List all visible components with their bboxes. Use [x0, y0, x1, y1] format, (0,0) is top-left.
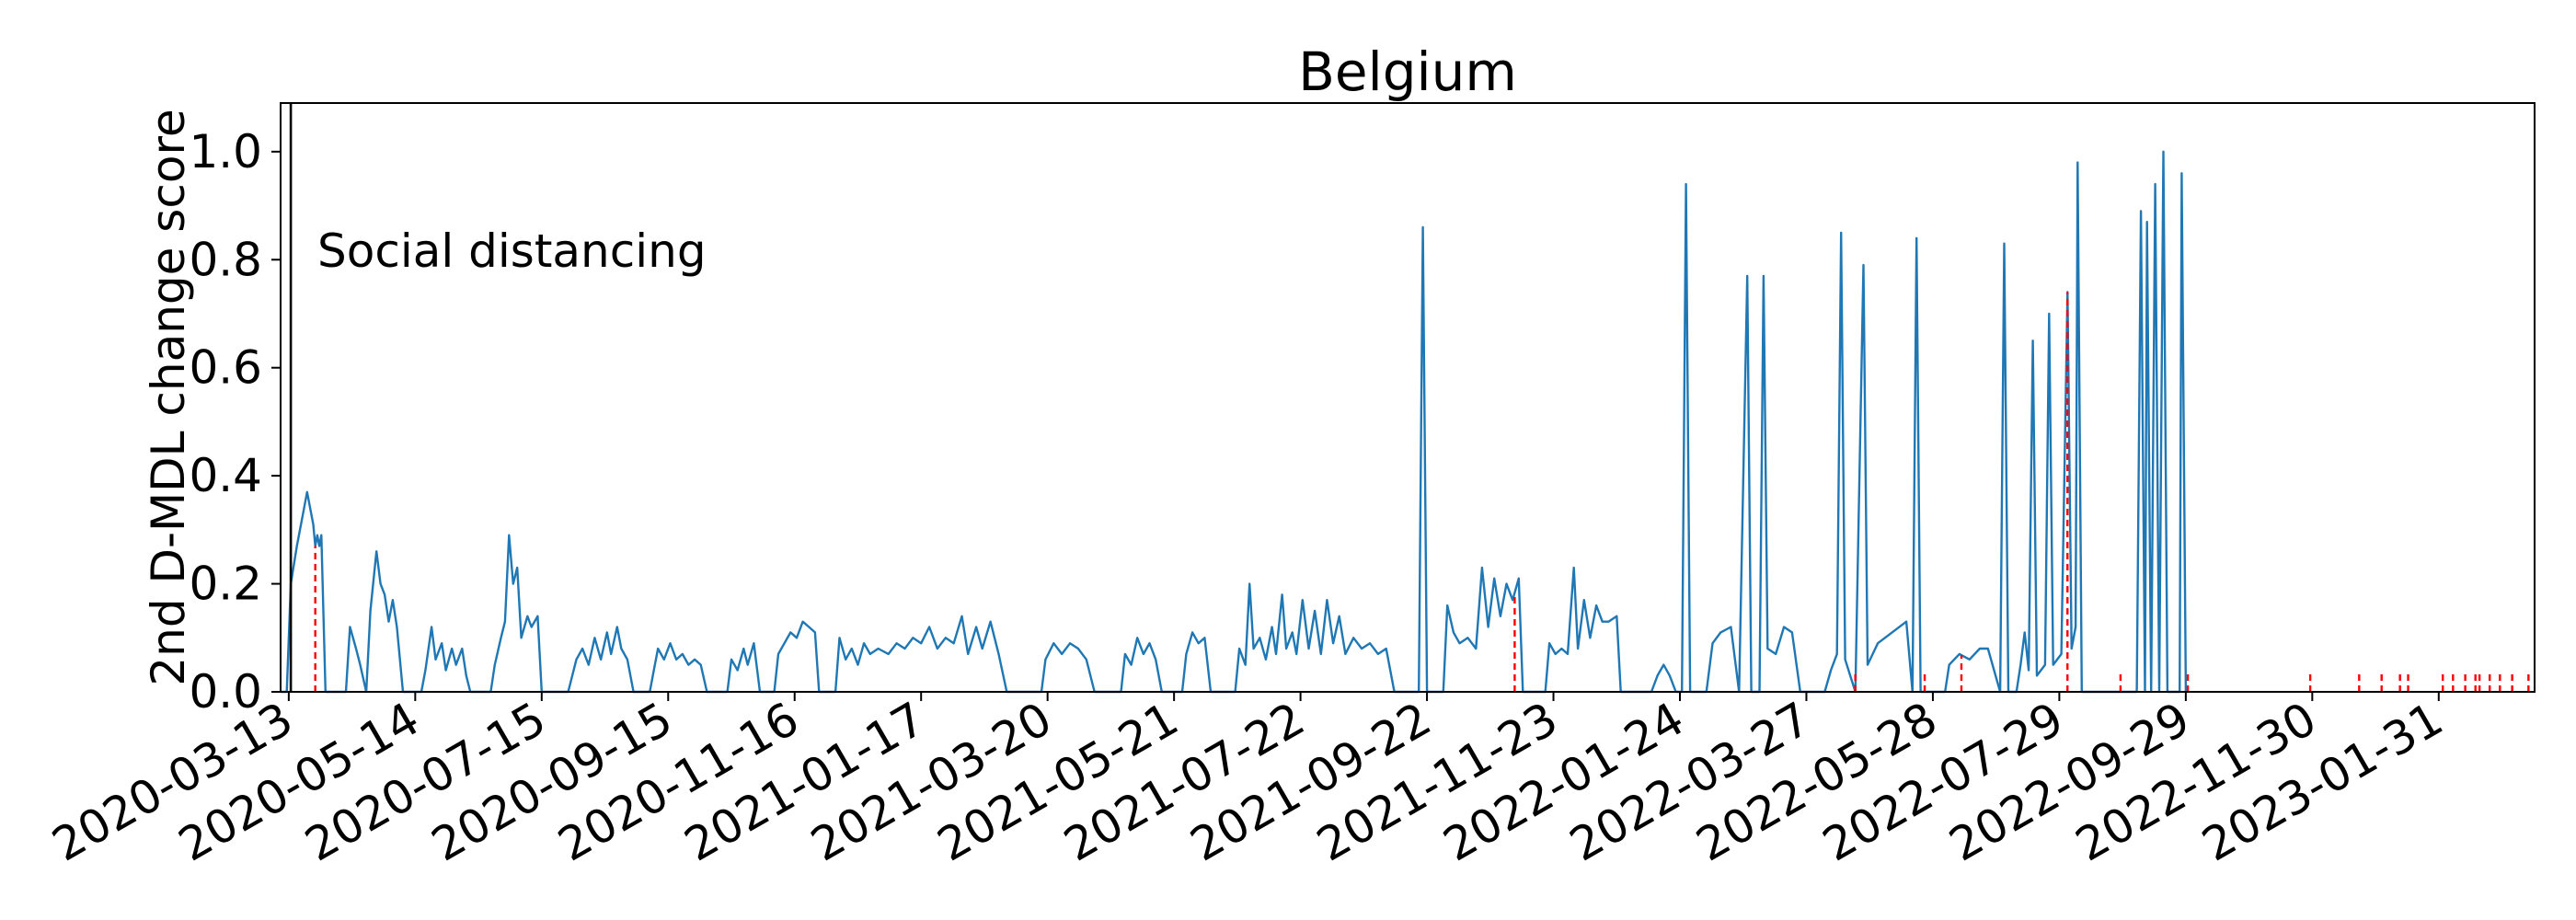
series-line-0 [281, 150, 2188, 694]
y-tick-label: 1.0 [189, 125, 262, 178]
y-tick-label: 0.0 [189, 665, 262, 719]
y-tick-label: 0.8 [189, 233, 262, 286]
y-tick-label: 0.6 [189, 341, 262, 395]
chart-title: Belgium [1298, 40, 1517, 103]
y-tick-label: 0.4 [189, 449, 262, 502]
y-axis: 0.0 0.2 0.4 0.6 0.8 1.0 [189, 125, 281, 719]
event-annotation: Social distancing [317, 224, 707, 278]
plot-area [281, 103, 2530, 694]
y-axis-label: 2nd D-MDL change score [142, 109, 195, 685]
y-tick-label: 0.2 [189, 558, 262, 611]
plot-frame [280, 102, 2536, 693]
x-axis: 2020-03-132020-05-142020-07-152020-09-15… [43, 692, 2452, 872]
